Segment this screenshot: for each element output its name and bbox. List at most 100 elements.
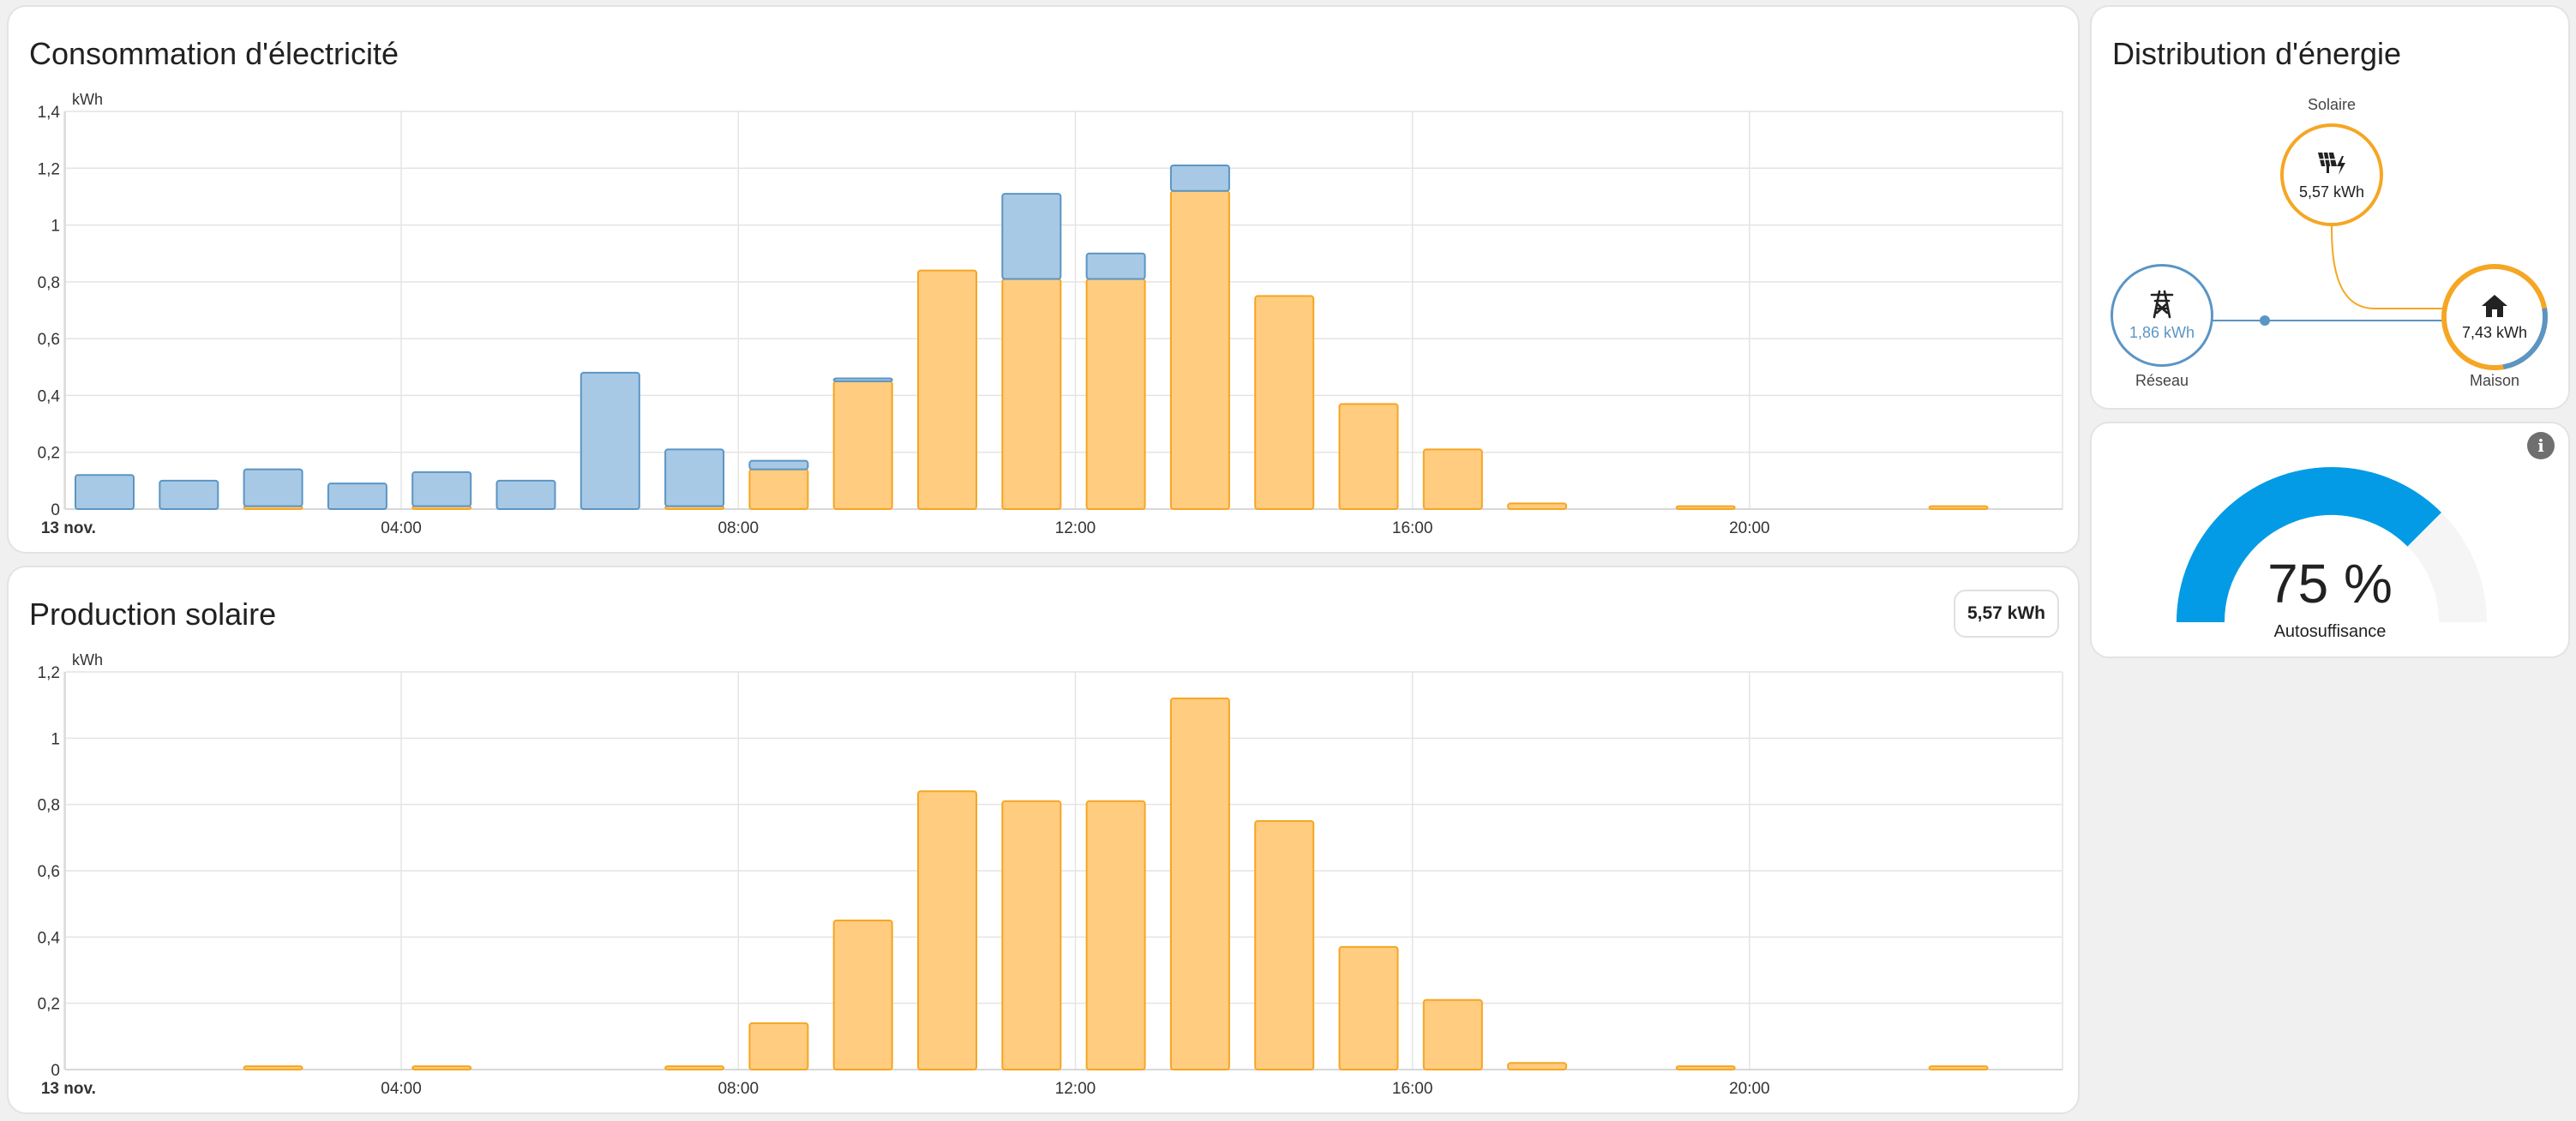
solar-y-tick-label: 1,2 [38, 664, 60, 682]
solar-x-tick-label: 20:00 [1729, 1080, 1770, 1098]
solar-total-badge[interactable]: 5,57 kWh [1953, 590, 2059, 638]
consumption-x-tick-label: 04:00 [381, 519, 422, 537]
grid-value: 1,86 kWh [2129, 323, 2195, 341]
flow-lines [2198, 224, 2548, 370]
consumption-y-tick-label: 0,4 [38, 387, 61, 405]
solar-y-tick-label: 0,8 [38, 797, 60, 815]
consumption-y-tick-label: 1 [51, 218, 60, 236]
solar-bar-solar[interactable] [917, 790, 977, 1070]
consumption-bar-solar[interactable] [1254, 295, 1315, 510]
consumption-bar-grid[interactable] [1001, 193, 1062, 280]
consumption-title: Consommation d'électricité [29, 36, 399, 71]
consumption-unit-label: kWh [72, 91, 103, 108]
solar-unit-label: kWh [72, 651, 103, 668]
consumption-bar-grid[interactable] [579, 371, 640, 510]
solar-label: Solaire [2307, 96, 2357, 113]
consumption-y-tick-label: 0,6 [38, 331, 60, 349]
consumption-bar-grid[interactable] [832, 377, 893, 382]
consumption-bar-solar[interactable] [748, 468, 809, 510]
consumption-bar-solar[interactable] [1422, 448, 1483, 511]
solar-x-tick-label: 04:00 [381, 1080, 422, 1098]
consumption-bar-solar[interactable] [1338, 403, 1399, 510]
consumption-bar-grid[interactable] [1169, 164, 1230, 192]
solar-y-tick-label: 0,4 [38, 929, 61, 947]
consumption-bar-solar[interactable] [917, 269, 977, 510]
gauge-fill [2177, 467, 2441, 623]
consumption-x-tick-label: 20:00 [1729, 519, 1770, 537]
consumption-bar-solar[interactable] [1507, 502, 1568, 510]
solar-bar-solar[interactable] [1422, 998, 1483, 1070]
solar-bar-solar[interactable] [243, 1065, 303, 1071]
grid-node[interactable]: 1,86 kWh [2111, 264, 2213, 367]
gauge-label: Autosuffisance [2273, 622, 2387, 641]
solar-production-card: Production solaire 5,57 kWh 0 0,2 0,4 0,6 0,… [7, 566, 2080, 1114]
solar-bar-solar[interactable] [411, 1065, 472, 1071]
solar-y-tick-label: 0 [51, 1062, 60, 1080]
solar-x-tick-label: 16:00 [1392, 1080, 1433, 1098]
consumption-bar-grid[interactable] [1085, 252, 1146, 280]
transmission-tower-icon [2150, 290, 2174, 318]
solar-bar-solar[interactable] [1675, 1065, 1736, 1071]
solar-y-tick-label: 0,2 [38, 996, 60, 1014]
solar-bar-solar[interactable] [1254, 820, 1315, 1070]
consumption-bar-grid[interactable] [748, 459, 809, 471]
consumption-card: Consommation d'électricité 0 0,2 0,4 0,6 0,8… [7, 5, 2080, 554]
solar-bar-solar[interactable] [748, 1022, 809, 1070]
solar-bar-solar[interactable] [1928, 1065, 1989, 1071]
solar-x-tick-label: 13 nov. [41, 1080, 96, 1098]
consumption-bar-grid[interactable] [75, 474, 135, 511]
consumption-x-tick-label: 16:00 [1392, 519, 1433, 537]
consumption-y-tick-label: 0,2 [38, 445, 60, 463]
consumption-bar-grid[interactable] [495, 479, 556, 510]
solar-bar-solar[interactable] [1085, 800, 1146, 1070]
consumption-bar-solar[interactable] [1085, 278, 1146, 510]
consumption-y-tick-label: 0 [51, 501, 60, 519]
energy-distribution-card: Distribution d'énergie Solaire 5,57 kWh [2090, 5, 2570, 410]
consumption-bar-grid[interactable] [327, 483, 387, 511]
consumption-bar-grid[interactable] [243, 468, 303, 507]
solar-bar-solar[interactable] [1507, 1062, 1568, 1070]
solar-production-chart: 0 0,2 0,4 0,6 0,8 1 1,2 13 nov. 04:00 08:00 12:00 1… [38, 651, 2063, 1098]
self-sufficiency-gauge [2177, 467, 2487, 623]
consumption-y-tick-label: 1,2 [38, 160, 60, 178]
grid-label: Réseau [2135, 372, 2189, 389]
grid-flow-dot [2260, 315, 2270, 326]
solar-bar-solar[interactable] [664, 1065, 725, 1071]
consumption-x-tick-label: 13 nov. [41, 519, 96, 537]
consumption-bar-grid[interactable] [664, 448, 725, 507]
consumption-y-tick-label: 1,4 [38, 104, 61, 122]
consumption-bar-solar[interactable] [1001, 278, 1062, 510]
consumption-bar-solar[interactable] [1169, 189, 1230, 511]
consumption-x-tick-label: 12:00 [1055, 519, 1096, 537]
solar-to-home-line [2331, 224, 2445, 309]
solar-bar-solar[interactable] [832, 920, 893, 1070]
consumption-bar-grid[interactable] [159, 479, 219, 510]
home-value: 7,43 kWh [2461, 323, 2528, 341]
consumption-bar-solar[interactable] [1928, 505, 1989, 511]
solar-y-tick-label: 0,6 [38, 863, 60, 881]
distribution-title: Distribution d'énergie [2112, 36, 2402, 71]
info-icon[interactable]: i [2527, 432, 2555, 459]
home-label: Maison [2469, 372, 2520, 389]
consumption-chart: 0 0,2 0,4 0,6 0,8 1 1,2 1,4 13 nov. 04:00 08:00 12:… [38, 91, 2063, 537]
consumption-y-tick-label: 0,8 [38, 274, 60, 292]
consumption-bar-solar[interactable] [1675, 505, 1736, 511]
consumption-x-tick-label: 08:00 [718, 519, 759, 537]
consumption-bar-solar[interactable] [832, 380, 893, 510]
solar-bar-solar[interactable] [1338, 945, 1399, 1070]
solar-value: 5,57 kWh [2298, 183, 2365, 201]
solar-panel-icon [2318, 152, 2345, 175]
solar-bar-solar[interactable] [1001, 800, 1062, 1070]
solar-production-title: Production solaire [29, 596, 277, 632]
home-ring-grid-share [2441, 264, 2548, 370]
home-icon [2482, 294, 2507, 317]
solar-x-tick-label: 08:00 [718, 1080, 759, 1098]
consumption-bar-grid[interactable] [411, 471, 472, 507]
home-node[interactable]: 7,43 kWh [2447, 269, 2543, 365]
solar-y-tick-label: 1 [51, 730, 60, 748]
solar-node[interactable]: 5,57 kWh [2280, 123, 2383, 226]
self-sufficiency-card: i 75 % Autosuffisance [2090, 422, 2570, 658]
solar-x-tick-label: 12:00 [1055, 1080, 1096, 1098]
solar-bar-solar[interactable] [1169, 697, 1230, 1071]
gauge-value: 75 % [2267, 553, 2393, 614]
